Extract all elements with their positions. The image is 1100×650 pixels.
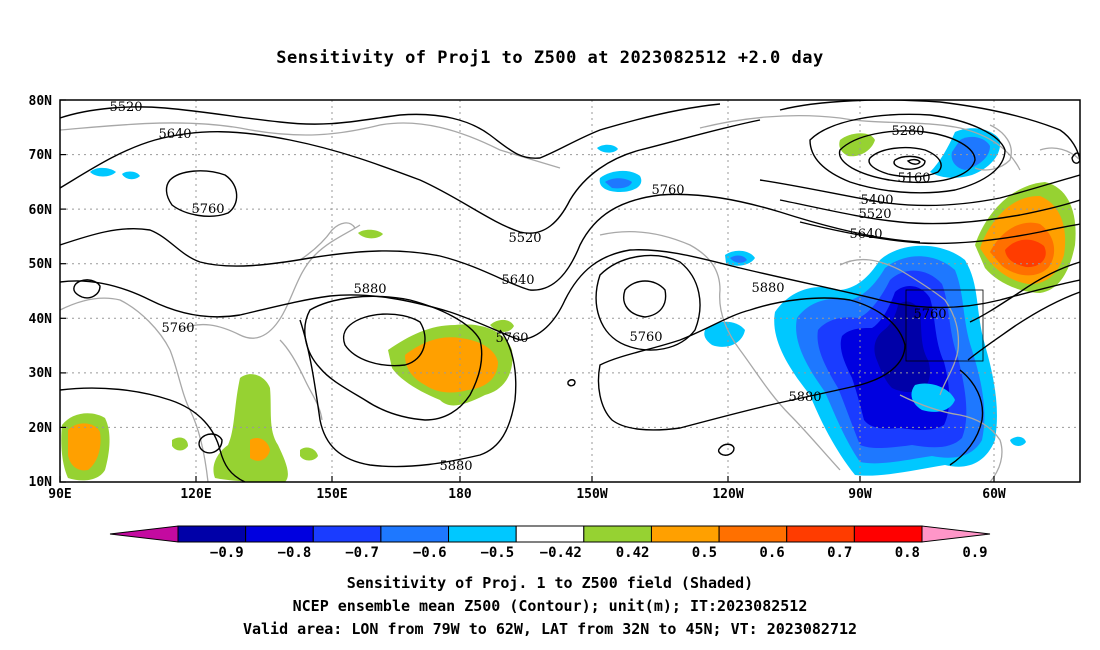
contour-label: 5160 [897, 171, 930, 186]
colorbar-tick-label: 0.7 [827, 545, 852, 561]
lon-label: 90E [48, 487, 71, 502]
contour-label: 5760 [629, 330, 662, 345]
longitude-labels: 90E 120E 150E 180 150W 120W 90W 60W [48, 487, 1006, 502]
lon-label: 60W [982, 487, 1006, 502]
colorbar-tick-label: 0.9 [962, 545, 987, 561]
map-frame [59, 99, 1081, 483]
contour-label: 5520 [858, 207, 891, 222]
colorbar-tick-label: −0.6 [413, 545, 447, 561]
colorbar-segment [380, 525, 450, 543]
colorbar-tick-label: −0.8 [278, 545, 312, 561]
colorbar-segment [786, 525, 855, 543]
colorbar-low-triangle [109, 525, 179, 543]
colorbar-segment [245, 525, 314, 543]
colorbar-tick-label: 0.8 [895, 545, 920, 561]
colorbar-segment [853, 525, 923, 543]
contour-label: 5640 [501, 273, 534, 288]
lat-label: 60N [29, 203, 53, 218]
contour-label: 5520 [508, 231, 541, 246]
contour-label: 5400 [860, 193, 893, 208]
lon-label: 120E [180, 487, 211, 502]
caption-line-2: NCEP ensemble mean Z500 (Contour); unit(… [292, 597, 808, 615]
axis-ticks [59, 99, 995, 483]
colorbar-tick-label: −0.9 [210, 545, 244, 561]
colorbar-segment [312, 525, 382, 543]
caption-line-1: Sensitivity of Proj. 1 to Z500 field (Sh… [346, 574, 754, 592]
contour-label: 5520 [109, 100, 142, 115]
caption-line-3: Valid area: LON from 79W to 62W, LAT fro… [242, 620, 858, 638]
valid-area-box [905, 289, 984, 362]
contour-label: 5760 [191, 202, 224, 217]
page-title: Sensitivity of Proj1 to Z500 at 20230825… [276, 48, 824, 68]
colorbar-segment [718, 525, 788, 543]
lat-label: 30N [29, 366, 53, 381]
contour-label: 5880 [751, 281, 784, 296]
contour-label: 5760 [495, 331, 528, 346]
z500-contours [60, 100, 1080, 482]
lon-label: 150W [576, 487, 607, 502]
colorbar-segment [177, 525, 247, 543]
contour-labels: 5520 5640 5760 5880 5760 5520 5640 5760 5760 5760… [109, 100, 946, 474]
colorbar-tick-label: 0.5 [692, 545, 717, 561]
colorbar-segment [583, 525, 652, 543]
contour-label: 5640 [158, 127, 191, 142]
colorbar-segment [650, 525, 720, 543]
lat-label: 80N [29, 94, 53, 109]
contour-label: 5880 [439, 459, 472, 474]
latitude-labels: 80N 70N 60N 50N 40N 30N 20N 10N [29, 94, 53, 490]
lon-label: 120W [712, 487, 743, 502]
gridlines [60, 100, 1080, 482]
lat-label: 70N [29, 148, 53, 163]
contour-label: 5760 [161, 321, 194, 336]
colorbar-tick-label: −0.7 [345, 545, 379, 561]
contour-label: 5760 [913, 307, 946, 322]
colorbar-segment [515, 525, 585, 543]
lon-label: 180 [448, 487, 472, 502]
lat-label: 50N [29, 257, 53, 272]
colorbar-tick-label: 0.6 [759, 545, 784, 561]
contour-label: 5880 [788, 390, 821, 405]
colorbar: −0.9 −0.8 −0.7 −0.6 −0.5 −0.42 0.42 0.5 0.6 0.7 0.… [109, 525, 991, 561]
contour-label: 5760 [651, 183, 684, 198]
lat-label: 10N [29, 475, 53, 490]
contour-label: 5880 [353, 282, 386, 297]
lon-label: 150E [316, 487, 347, 502]
lat-label: 20N [29, 421, 53, 436]
colorbar-tick-label: −0.42 [540, 545, 582, 561]
contour-label: 5280 [891, 124, 924, 139]
contour-label: 5640 [849, 227, 882, 242]
colorbar-high-triangle [921, 525, 991, 543]
lon-label: 90W [848, 487, 872, 502]
colorbar-tick-label: 0.42 [616, 545, 650, 561]
colorbar-tick-label: −0.5 [480, 545, 514, 561]
colorbar-segment [448, 525, 517, 543]
lat-label: 40N [29, 312, 53, 327]
